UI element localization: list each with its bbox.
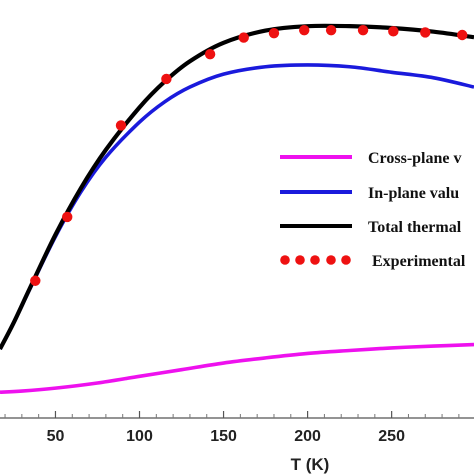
x-tick-label: 200 [294,428,321,445]
series-layer [0,23,474,394]
legend: Cross-plane v In-plane valu Total thermal E… [280,150,466,270]
legend-swatch-dot [326,255,336,265]
experimental-point [238,32,249,43]
series-line-cross-plane [0,342,474,394]
plot-area: 50 100 150 200 250 [0,23,474,445]
x-axis-title: T (K) [291,455,330,474]
legend-label: Total thermal [368,219,462,236]
x-tick-label: 100 [126,428,153,445]
experimental-point [325,25,337,36]
x-tick-label: 50 [47,428,65,445]
x-tick-label: 150 [210,428,237,445]
legend-swatch-dot [295,255,305,265]
legend-label: Cross-plane v [368,150,462,167]
legend-swatch-dot [310,255,320,265]
x-tick-label: 250 [378,428,405,445]
experimental-point [115,120,127,131]
x-ticks: 50 100 150 200 250 [4,411,460,445]
experimental-point [204,49,216,60]
legend-swatch-dot [341,255,351,265]
legend-label: Experimental [372,253,466,270]
series-line-total [0,23,474,350]
experimental-point [161,73,172,85]
experimental-point [457,29,468,41]
experimental-point [62,211,73,223]
experimental-point [30,275,41,286]
legend-swatch-dot [280,255,290,265]
experimental-point [268,27,280,39]
experimental-point [357,25,369,36]
experimental-point [388,26,399,37]
experimental-point [299,25,310,36]
experimental-point [420,27,431,38]
legend-label: In-plane valu [368,185,459,202]
